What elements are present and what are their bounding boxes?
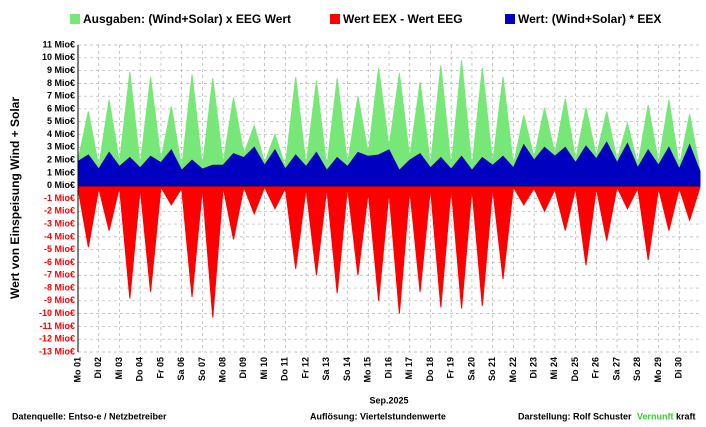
legend-label: Wert: (Wind+Solar) * EEX (518, 12, 661, 26)
y-tick-label: 8 Mio€ (47, 78, 75, 88)
y-tick-label: 9 Mio€ (47, 65, 75, 75)
y-tick-label: 6 Mio€ (47, 103, 75, 113)
legend-label: Wert EEX - Wert EEG (343, 12, 463, 26)
x-tick-label: Sa 13 (321, 357, 331, 381)
x-tick-label: Fr 26 (591, 357, 601, 379)
y-tick-label: 4 Mio€ (47, 129, 75, 139)
y-tick-label: -2 Mio€ (44, 206, 75, 216)
x-tick-label: Sa 27 (611, 357, 621, 381)
x-tick-label: Mi 17 (404, 357, 414, 380)
x-tick-label: So 07 (197, 357, 207, 381)
legend-swatch (330, 14, 340, 24)
y-tick-label: -8 Mio€ (44, 282, 75, 292)
y-tick-label: -13 Mio€ (39, 346, 75, 356)
footer-source: Datenquelle: Entso-e / Netzbetreiber (12, 411, 167, 421)
x-tick-label: Fr 05 (155, 357, 165, 379)
area (77, 141, 701, 187)
x-tick-label: Di 30 (674, 357, 684, 379)
footer-author: Darstellung: Rolf Schuster (518, 411, 632, 421)
y-tick-label: 0 Mio€ (47, 180, 75, 190)
y-tick-label: 11 Mio€ (42, 39, 75, 49)
x-tick-label: So 21 (487, 357, 497, 381)
x-tick-label: Do 25 (570, 357, 580, 382)
x-tick-label: Di 23 (529, 357, 539, 379)
x-tick-label: Do 04 (135, 357, 145, 382)
y-tick-label: -3 Mio€ (44, 218, 75, 228)
footer-brand: kraft (676, 411, 696, 421)
legend-swatch (505, 14, 515, 24)
y-axis-title: Wert von Einspeisung Wind + Solar (8, 97, 22, 299)
x-tick-label: Sa 06 (176, 357, 186, 381)
y-tick-label: -1 Mio€ (44, 193, 75, 203)
area (77, 185, 701, 318)
y-tick-label: -4 Mio€ (44, 231, 75, 241)
x-tick-label: Mi 24 (549, 357, 559, 380)
y-tick-label: -7 Mio€ (44, 270, 75, 280)
y-tick-label: 3 Mio€ (47, 142, 75, 152)
y-tick-label: 10 Mio€ (42, 52, 75, 62)
footer-brand: Vernunft (637, 411, 674, 421)
x-tick-label: Di 02 (93, 357, 103, 379)
y-tick-label: 1 Mio€ (47, 167, 75, 177)
x-tick-label: Mi 10 (259, 357, 269, 380)
legend-swatch (70, 14, 80, 24)
x-tick-label: Fr 19 (446, 357, 456, 379)
x-tick-label: Mo 08 (218, 357, 228, 383)
y-tick-label: 2 Mio€ (47, 155, 75, 165)
y-tick-label: -5 Mio€ (44, 244, 75, 254)
x-tick-label: Sa 20 (466, 357, 476, 381)
y-tick-label: -11 Mio€ (39, 321, 75, 331)
x-axis-title: Sep.2025 (369, 395, 408, 405)
x-tick-label: Mi 03 (114, 357, 124, 380)
y-tick-label: -10 Mio€ (39, 308, 75, 318)
x-tick-label: Mo 22 (508, 357, 518, 383)
y-tick-label: -6 Mio€ (44, 257, 75, 267)
x-tick-label: So 28 (632, 357, 642, 381)
x-tick-label: Mo 29 (653, 357, 663, 383)
x-tick-label: Do 18 (425, 357, 435, 382)
y-tick-label: -9 Mio€ (44, 295, 75, 305)
x-tick-label: Do 11 (280, 357, 290, 381)
x-tick-label: Di 09 (238, 357, 248, 379)
y-tick-label: -12 Mio€ (39, 334, 75, 344)
y-tick-label: 5 Mio€ (47, 116, 75, 126)
footer-resolution: Auflösung: Viertelstundenwerte (310, 411, 446, 421)
y-tick-label: 7 Mio€ (47, 91, 75, 101)
x-tick-label: Fr 12 (300, 357, 310, 379)
x-tick-label: Mo 15 (363, 357, 373, 383)
x-tick-label: Mo 01 (72, 357, 82, 383)
x-tick-label: Di 16 (383, 357, 393, 379)
legend-label: Ausgaben: (Wind+Solar) x EEG Wert (83, 12, 291, 26)
x-tick-label: So 14 (342, 357, 352, 381)
